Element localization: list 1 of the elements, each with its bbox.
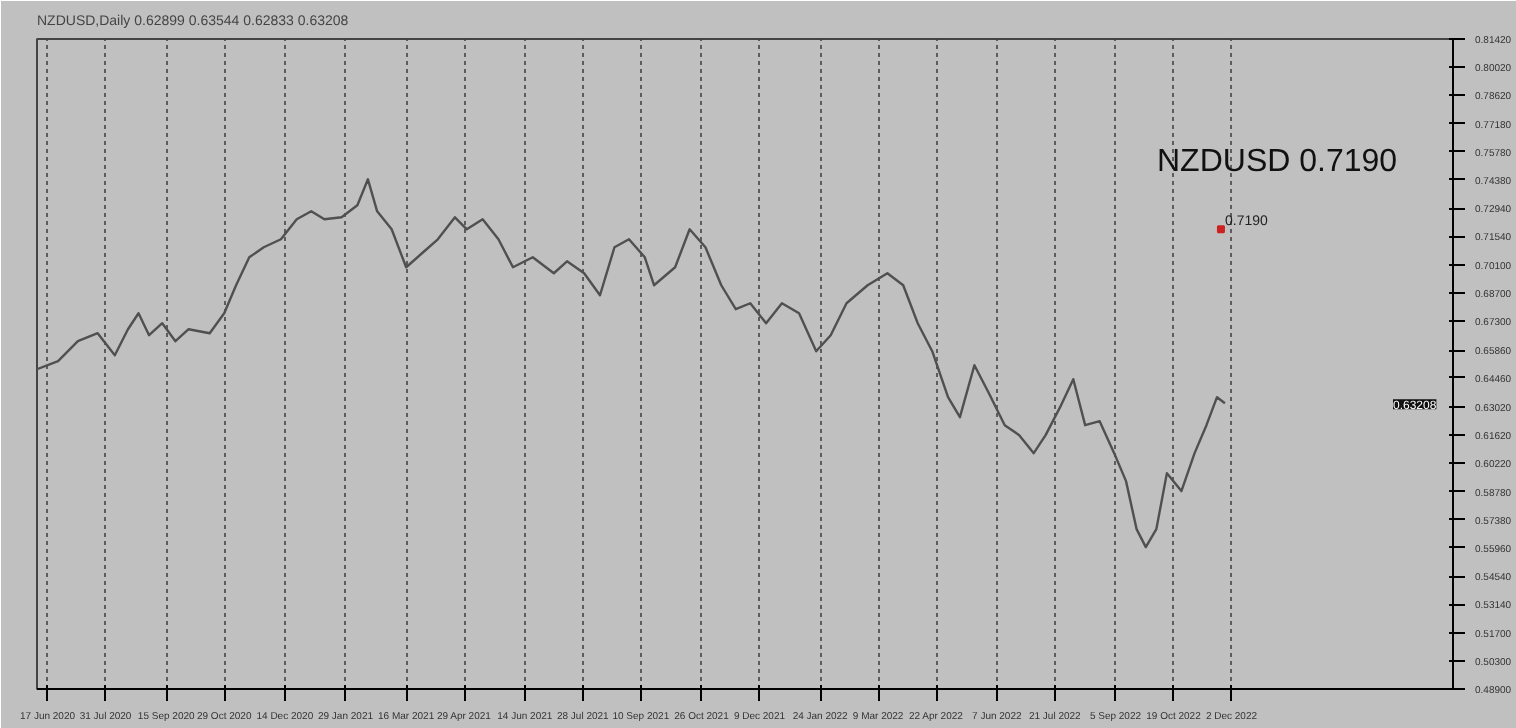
annotation: NZDUSD 0.7190	[1157, 145, 1398, 179]
